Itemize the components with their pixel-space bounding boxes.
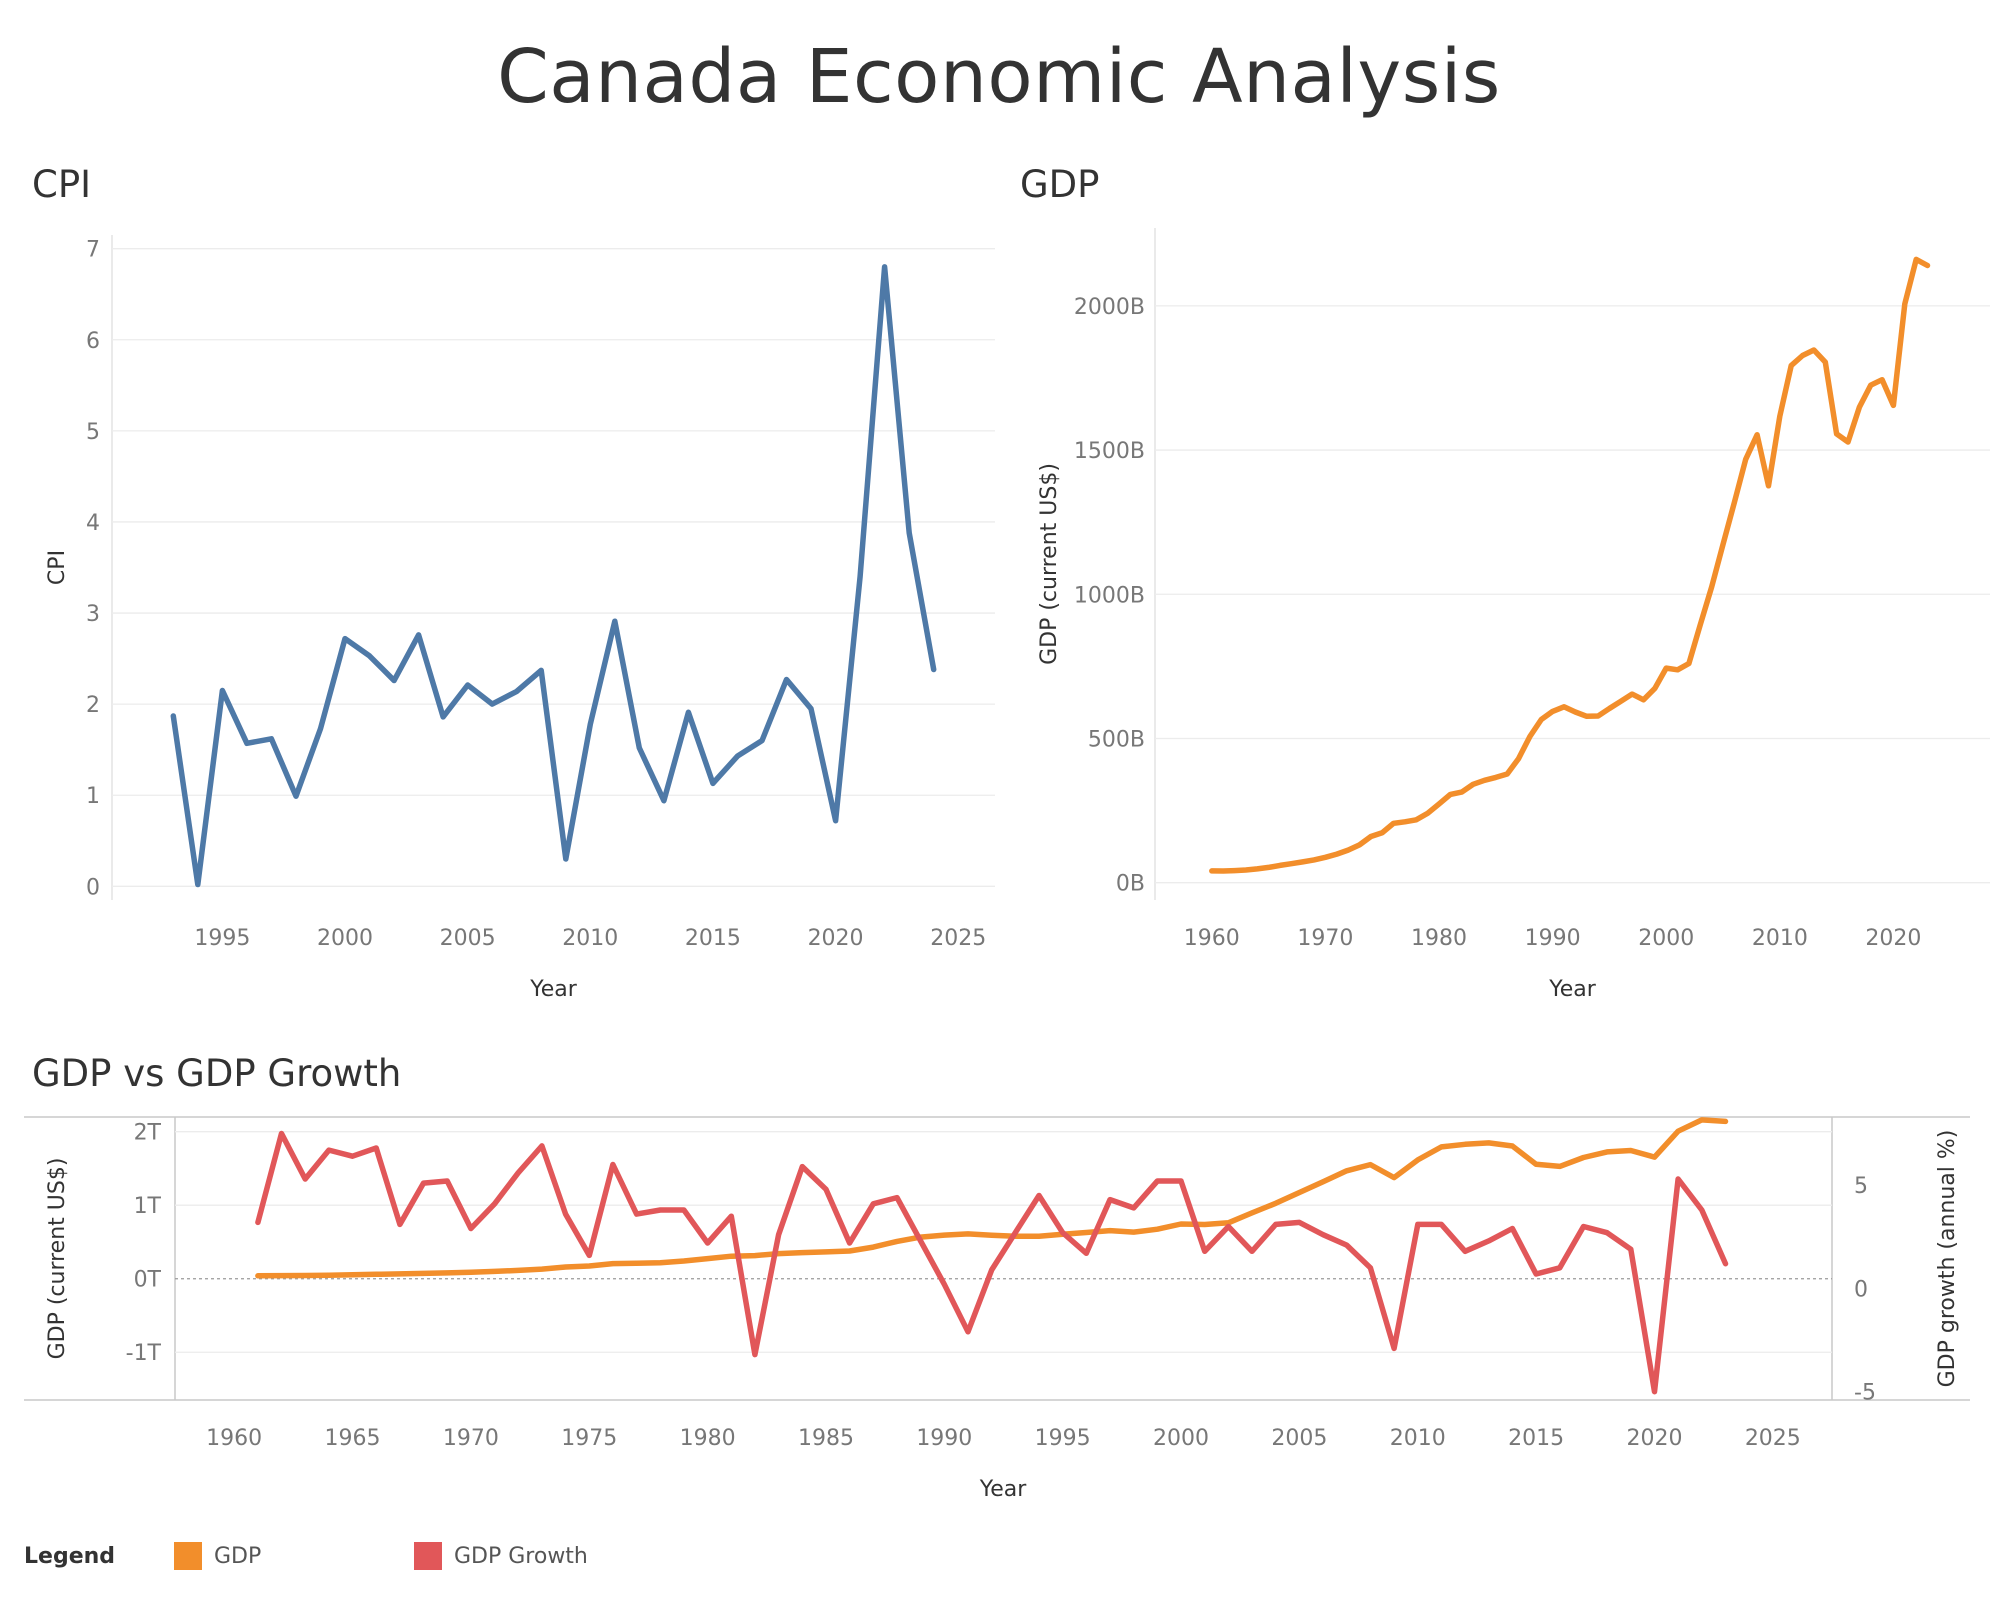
cpi-x-axis-title: Year: [529, 977, 578, 1002]
gdp-y-tick-label: 1000B: [1074, 583, 1145, 608]
combo-x-tick-label: 1960: [206, 1426, 262, 1451]
combo-left-axis-title: GDP (current US$): [45, 1158, 70, 1360]
combo-left-tick-label: -1T: [126, 1341, 162, 1366]
legend-swatch-gdp: [174, 1542, 202, 1570]
cpi-x-tick-label: 2005: [440, 926, 496, 951]
combo-left-tick-label: 2T: [134, 1121, 162, 1146]
charts-canvas: 0 1 2 3 4 5 6 7 1995 2000 2005 2010 2015 2020 2025 Year…: [24, 228, 1990, 1502]
gdp-x-tick-label: 1960: [1184, 926, 1240, 951]
combo-right-tick-label: 5: [1854, 1174, 1868, 1199]
gdp-chart-title: GDP: [1020, 163, 1100, 206]
cpi-x-tick-label: 2015: [685, 926, 741, 951]
gdp-x-tick-label: 2020: [1865, 926, 1921, 951]
gdp-x-tick-label: 1990: [1525, 926, 1581, 951]
gdp-x-tick-label: 1980: [1411, 926, 1467, 951]
combo-x-tick-label: 2010: [1390, 1426, 1446, 1451]
cpi-x-tick-label: 2000: [317, 926, 373, 951]
cpi-x-tick-label: 2025: [930, 926, 986, 951]
gdp-y-tick-label: 0B: [1116, 872, 1145, 897]
cpi-series-line: [170, 264, 937, 888]
cpi-y-tick-label: 1: [86, 784, 100, 809]
combo-x-tick-label: 1970: [443, 1426, 499, 1451]
combo-x-tick-label: 2005: [1271, 1426, 1327, 1451]
combo-x-tick-label: 2025: [1745, 1426, 1801, 1451]
combo-x-axis-title: Year: [979, 1477, 1028, 1502]
gdp-y-tick-label: 1500B: [1074, 439, 1145, 464]
combo-left-tick-label: 0T: [134, 1268, 162, 1293]
cpi-y-tick-label: 3: [86, 602, 100, 627]
gdp-y-tick-label: 2000B: [1074, 295, 1145, 320]
combo-chart-title: GDP vs GDP Growth: [32, 1052, 402, 1095]
cpi-y-tick-label: 0: [86, 875, 100, 900]
cpi-y-tick-label: 5: [86, 420, 100, 445]
legend-swatch-gdp-growth: [414, 1542, 442, 1570]
combo-x-tick-label: 1980: [680, 1426, 736, 1451]
combo-right-axis-title: GDP growth (annual %): [1935, 1130, 1960, 1388]
combo-x-tick-label: 1985: [798, 1426, 854, 1451]
gdp-x-tick-label: 2010: [1752, 926, 1808, 951]
combo-x-tick-label: 1965: [325, 1426, 381, 1451]
legend-label-gdp-growth: GDP Growth: [454, 1544, 588, 1569]
cpi-y-tick-label: 4: [86, 511, 100, 536]
gdp-y-axis-title: GDP (current US$): [1037, 463, 1062, 665]
cpi-x-tick-label: 2010: [562, 926, 618, 951]
cpi-y-axis-title: CPI: [45, 550, 70, 585]
gdp-x-tick-label: 2000: [1638, 926, 1694, 951]
gdp-x-axis-title: Year: [1548, 977, 1597, 1002]
legend: Legend GDP GDP Growth: [24, 1536, 924, 1572]
cpi-y-tick-label: 2: [86, 693, 100, 718]
combo-x-tick-label: 2020: [1626, 1426, 1682, 1451]
gdp-series-line: [1209, 256, 1931, 874]
combo-gdp-growth-series-line: [255, 1130, 1729, 1395]
gdp-x-tick-label: 1970: [1297, 926, 1353, 951]
combo-left-tick-label: 1T: [134, 1194, 162, 1219]
legend-title: Legend: [24, 1544, 116, 1569]
page-title: Canada Economic Analysis: [497, 34, 1501, 120]
combo-right-tick-label: -5: [1854, 1381, 1876, 1406]
cpi-y-tick-label: 7: [86, 238, 100, 263]
cpi-chart-title: CPI: [32, 163, 92, 206]
combo-right-tick-label: 0: [1854, 1277, 1868, 1302]
cpi-x-tick-label: 2020: [808, 926, 864, 951]
combo-x-tick-label: 1990: [916, 1426, 972, 1451]
combo-x-tick-label: 1975: [561, 1426, 617, 1451]
combo-x-tick-label: 2000: [1153, 1426, 1209, 1451]
combo-gdp-series-line: [255, 1117, 1729, 1279]
combo-x-tick-label: 1995: [1035, 1426, 1091, 1451]
cpi-y-tick-label: 6: [86, 329, 100, 354]
cpi-x-tick-label: 1995: [194, 926, 250, 951]
legend-label-gdp: GDP: [214, 1544, 262, 1569]
gdp-y-tick-label: 500B: [1088, 727, 1145, 752]
combo-x-tick-label: 2015: [1508, 1426, 1564, 1451]
